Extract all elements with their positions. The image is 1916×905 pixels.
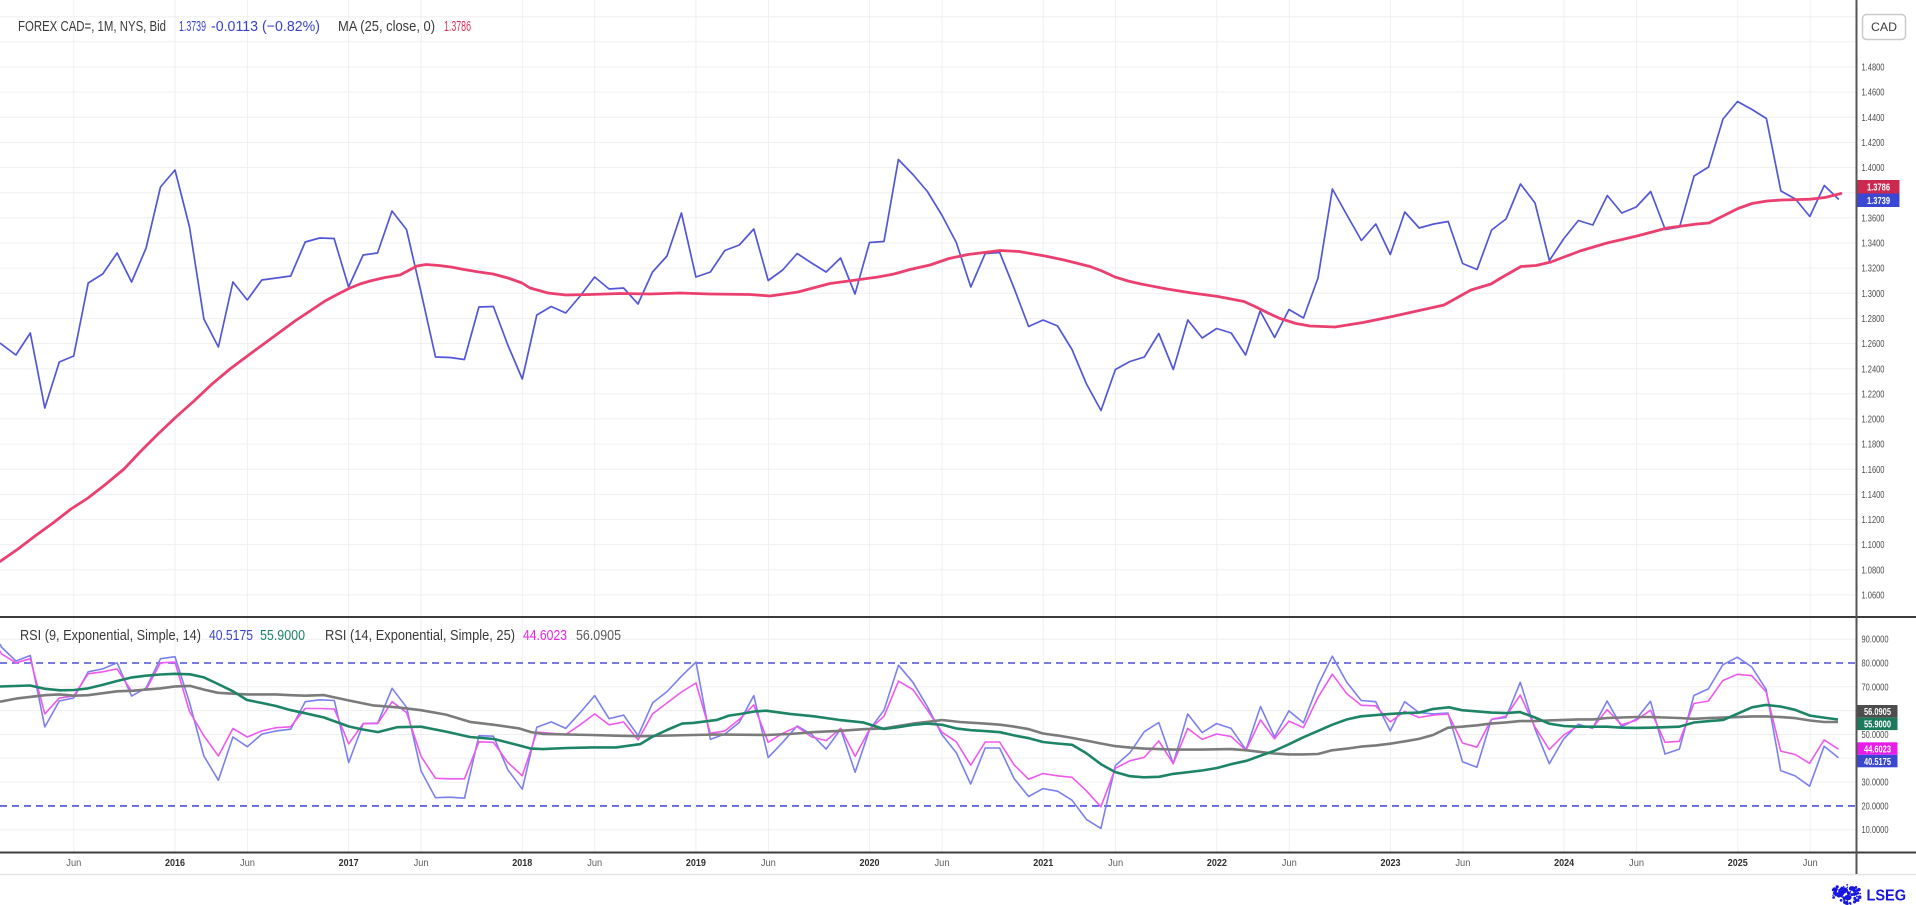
svg-text:50.0000: 50.0000	[1862, 729, 1889, 741]
svg-text:-0.0113 (−0.82%): -0.0113 (−0.82%)	[211, 19, 320, 35]
svg-text:1.3400: 1.3400	[1862, 238, 1885, 250]
svg-text:1.3786: 1.3786	[1867, 183, 1890, 194]
svg-text:90.0000: 90.0000	[1862, 634, 1889, 646]
svg-text:70.0000: 70.0000	[1862, 681, 1889, 693]
svg-text:44.6023: 44.6023	[523, 628, 567, 644]
svg-text:56.0905: 56.0905	[1864, 707, 1891, 718]
svg-text:1.3000: 1.3000	[1862, 288, 1885, 300]
svg-text:Jun: Jun	[587, 857, 602, 869]
svg-text:44.6023: 44.6023	[1864, 744, 1891, 755]
svg-text:1.3600: 1.3600	[1862, 212, 1885, 224]
svg-text:1.3786: 1.3786	[444, 19, 471, 35]
svg-text:Jun: Jun	[240, 857, 255, 869]
svg-text:1.2200: 1.2200	[1862, 388, 1885, 400]
svg-text:80.0000: 80.0000	[1862, 658, 1889, 670]
svg-text:56.0905: 56.0905	[576, 628, 621, 644]
svg-text:1.3739: 1.3739	[179, 19, 206, 35]
svg-text:1.0600: 1.0600	[1862, 590, 1885, 602]
svg-text:1.1600: 1.1600	[1862, 464, 1885, 476]
svg-text:2017: 2017	[339, 857, 359, 869]
svg-text:Jun: Jun	[66, 857, 81, 869]
svg-text:MA (25, close, 0): MA (25, close, 0)	[338, 19, 435, 35]
svg-text:Jun: Jun	[935, 857, 950, 869]
svg-text:1.1800: 1.1800	[1862, 439, 1885, 451]
svg-text:2021: 2021	[1033, 857, 1053, 869]
svg-text:1.2000: 1.2000	[1862, 414, 1885, 426]
svg-text:1.1400: 1.1400	[1862, 489, 1885, 501]
svg-text:2016: 2016	[165, 857, 185, 869]
svg-text:2018: 2018	[512, 857, 532, 869]
svg-text:Jun: Jun	[1455, 857, 1470, 869]
svg-text:2020: 2020	[860, 857, 880, 869]
svg-text:1.2400: 1.2400	[1862, 363, 1885, 375]
svg-text:55.9000: 55.9000	[1864, 720, 1891, 731]
svg-text:1.0800: 1.0800	[1862, 564, 1885, 576]
svg-text:LSEG: LSEG	[1867, 888, 1907, 905]
svg-text:1.3200: 1.3200	[1862, 263, 1885, 275]
svg-text:1.2800: 1.2800	[1862, 313, 1885, 325]
svg-text:40.5175: 40.5175	[209, 628, 253, 644]
svg-text:10.0000: 10.0000	[1862, 824, 1889, 836]
svg-text:RSI (9, Exponential, Simple, 1: RSI (9, Exponential, Simple, 14)	[20, 628, 201, 644]
svg-text:CAD: CAD	[1871, 20, 1897, 34]
svg-text:1.1000: 1.1000	[1862, 539, 1885, 551]
svg-text:2022: 2022	[1207, 857, 1227, 869]
svg-text:55.9000: 55.9000	[260, 628, 305, 644]
svg-text:2025: 2025	[1728, 857, 1748, 869]
svg-text:FOREX CAD=, 1M, NYS, Bid: FOREX CAD=, 1M, NYS, Bid	[18, 19, 166, 35]
svg-text:30.0000: 30.0000	[1862, 777, 1889, 789]
svg-text:1.3739: 1.3739	[1867, 196, 1890, 207]
svg-text:1.4600: 1.4600	[1862, 87, 1885, 99]
svg-text:20.0000: 20.0000	[1862, 800, 1889, 812]
svg-text:1.4800: 1.4800	[1862, 62, 1885, 74]
svg-text:Jun: Jun	[1282, 857, 1297, 869]
svg-text:RSI (14, Exponential, Simple,: RSI (14, Exponential, Simple, 25)	[325, 628, 515, 644]
svg-text:2024: 2024	[1554, 857, 1574, 869]
svg-text:1.4000: 1.4000	[1862, 162, 1885, 174]
svg-text:Jun: Jun	[761, 857, 776, 869]
svg-text:1.4400: 1.4400	[1862, 112, 1885, 124]
svg-text:1.1200: 1.1200	[1862, 514, 1885, 526]
svg-text:Jun: Jun	[1108, 857, 1123, 869]
svg-text:40.5175: 40.5175	[1864, 757, 1891, 768]
svg-text:Jun: Jun	[1629, 857, 1644, 869]
svg-text:Jun: Jun	[1803, 857, 1818, 869]
svg-text:2019: 2019	[686, 857, 706, 869]
svg-text:1.2600: 1.2600	[1862, 338, 1885, 350]
svg-text:2023: 2023	[1380, 857, 1400, 869]
svg-text:Jun: Jun	[414, 857, 429, 869]
svg-text:1.4200: 1.4200	[1862, 137, 1885, 149]
